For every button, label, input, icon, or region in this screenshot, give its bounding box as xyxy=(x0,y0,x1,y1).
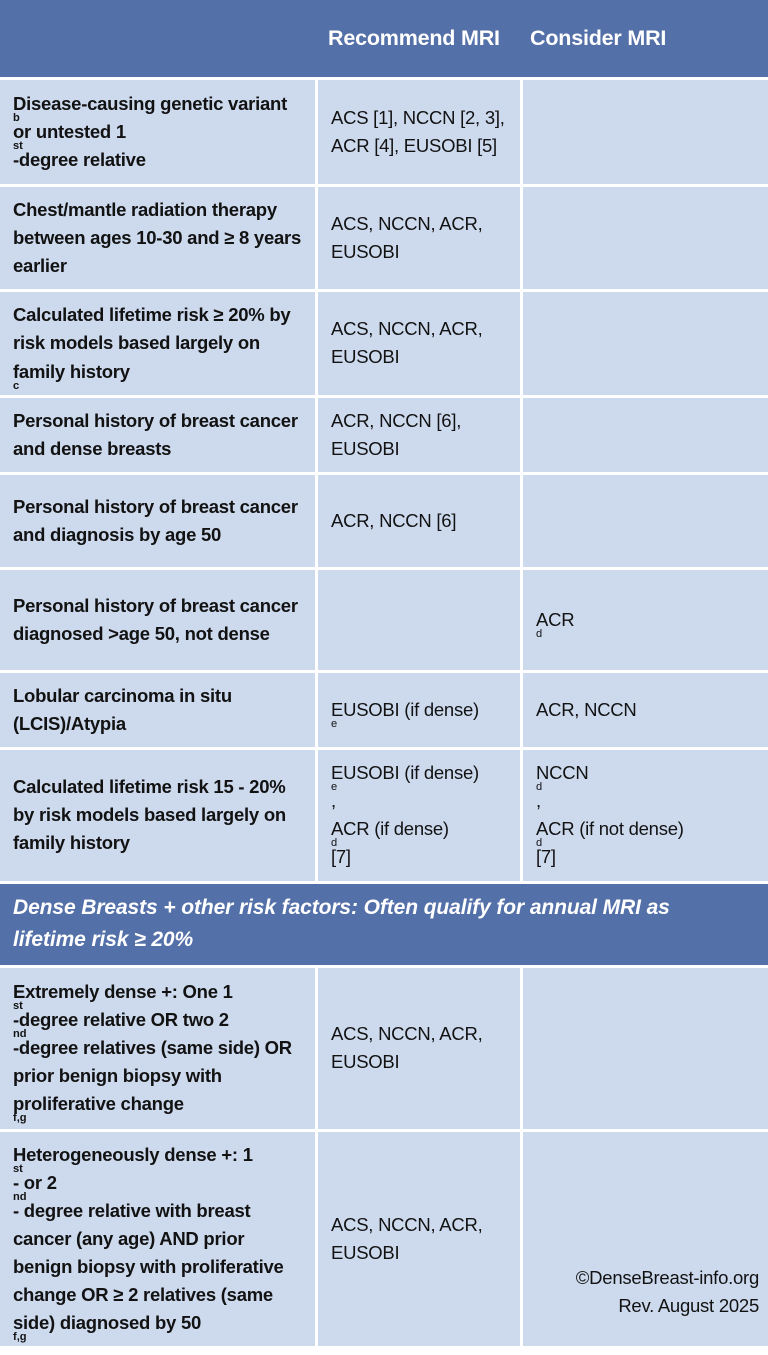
recommend-mri-cell: ACR, NCCN [6] xyxy=(318,474,520,567)
consider-mri-cell: NCCN d, ACR (if not dense) d [7] xyxy=(523,750,768,881)
consider-mri-cell xyxy=(523,967,768,1129)
table-row: Chest/mantle radiation therapy between a… xyxy=(0,187,768,290)
table-row: Disease-causing genetic variant b or unte… xyxy=(0,80,768,184)
risk-factor-cell: Personal history of breast cancer diagno… xyxy=(0,569,315,670)
revision-date: Rev. August 2025 xyxy=(618,1295,759,1317)
table-row: Lobular carcinoma in situ (LCIS)/Atypia … xyxy=(0,672,768,748)
copyright-text: ©DenseBreast-info.org xyxy=(575,1267,759,1289)
recommend-mri-cell: ACS [1], NCCN [2, 3], ACR [4], EUSOBI [5… xyxy=(318,80,520,184)
risk-factor-cell: Personal history of breast cancer and di… xyxy=(0,474,315,567)
consider-mri-cell xyxy=(523,187,768,290)
risk-factor-cell: Chest/mantle radiation therapy between a… xyxy=(0,187,315,290)
recommend-mri-cell: ACS, NCCN, ACR, EUSOBI xyxy=(318,1131,520,1347)
recommend-mri-cell: ACR, NCCN [6], EUSOBI xyxy=(318,397,520,472)
table-row: Calculated lifetime risk 15 - 20% by ris… xyxy=(0,750,768,881)
table-row: Personal history of breast cancer and de… xyxy=(0,397,768,472)
table-header-row: Recommend MRI Consider MRI xyxy=(0,0,768,77)
risk-factor-cell: Disease-causing genetic variant b or unte… xyxy=(0,80,315,184)
consider-mri-cell xyxy=(523,397,768,472)
dense-breasts-banner: Dense Breasts + other risk factors: Ofte… xyxy=(0,883,768,965)
copyright-cell: ©DenseBreast-info.org Rev. August 2025 xyxy=(523,1131,768,1347)
risk-factor-cell: Lobular carcinoma in situ (LCIS)/Atypia xyxy=(0,672,315,748)
header-cell-risk-factor xyxy=(0,0,315,77)
risk-factor-cell: Personal history of breast cancer and de… xyxy=(0,397,315,472)
risk-factor-cell: Calculated lifetime risk 15 - 20% by ris… xyxy=(0,750,315,881)
header-cell-recommend-mri: Recommend MRI xyxy=(328,25,500,50)
consider-mri-cell xyxy=(523,80,768,184)
consider-mri-cell xyxy=(523,474,768,567)
table-row: Personal history of breast cancer and di… xyxy=(0,474,768,567)
recommend-mri-cell xyxy=(318,569,520,670)
recommend-mri-cell: EUSOBI (if dense) e xyxy=(318,672,520,748)
recommend-mri-cell: ACS, NCCN, ACR, EUSOBI xyxy=(318,292,520,395)
consider-mri-cell: ACR, NCCN xyxy=(523,672,768,748)
recommend-mri-cell: ACS, NCCN, ACR, EUSOBI xyxy=(318,967,520,1129)
consider-mri-cell: ACR d xyxy=(523,569,768,670)
table-row: Personal history of breast cancer diagno… xyxy=(0,569,768,670)
consider-mri-cell xyxy=(523,292,768,395)
risk-factor-cell: Calculated lifetime risk ≥ 20% by risk m… xyxy=(0,292,315,395)
recommend-mri-cell: EUSOBI (if dense) e, ACR (if dense) d [7] xyxy=(318,750,520,881)
header-cell-consider-mri: Consider MRI xyxy=(530,25,667,50)
table-row: Calculated lifetime risk ≥ 20% by risk m… xyxy=(0,292,768,395)
recommend-mri-cell: ACS, NCCN, ACR, EUSOBI xyxy=(318,187,520,290)
